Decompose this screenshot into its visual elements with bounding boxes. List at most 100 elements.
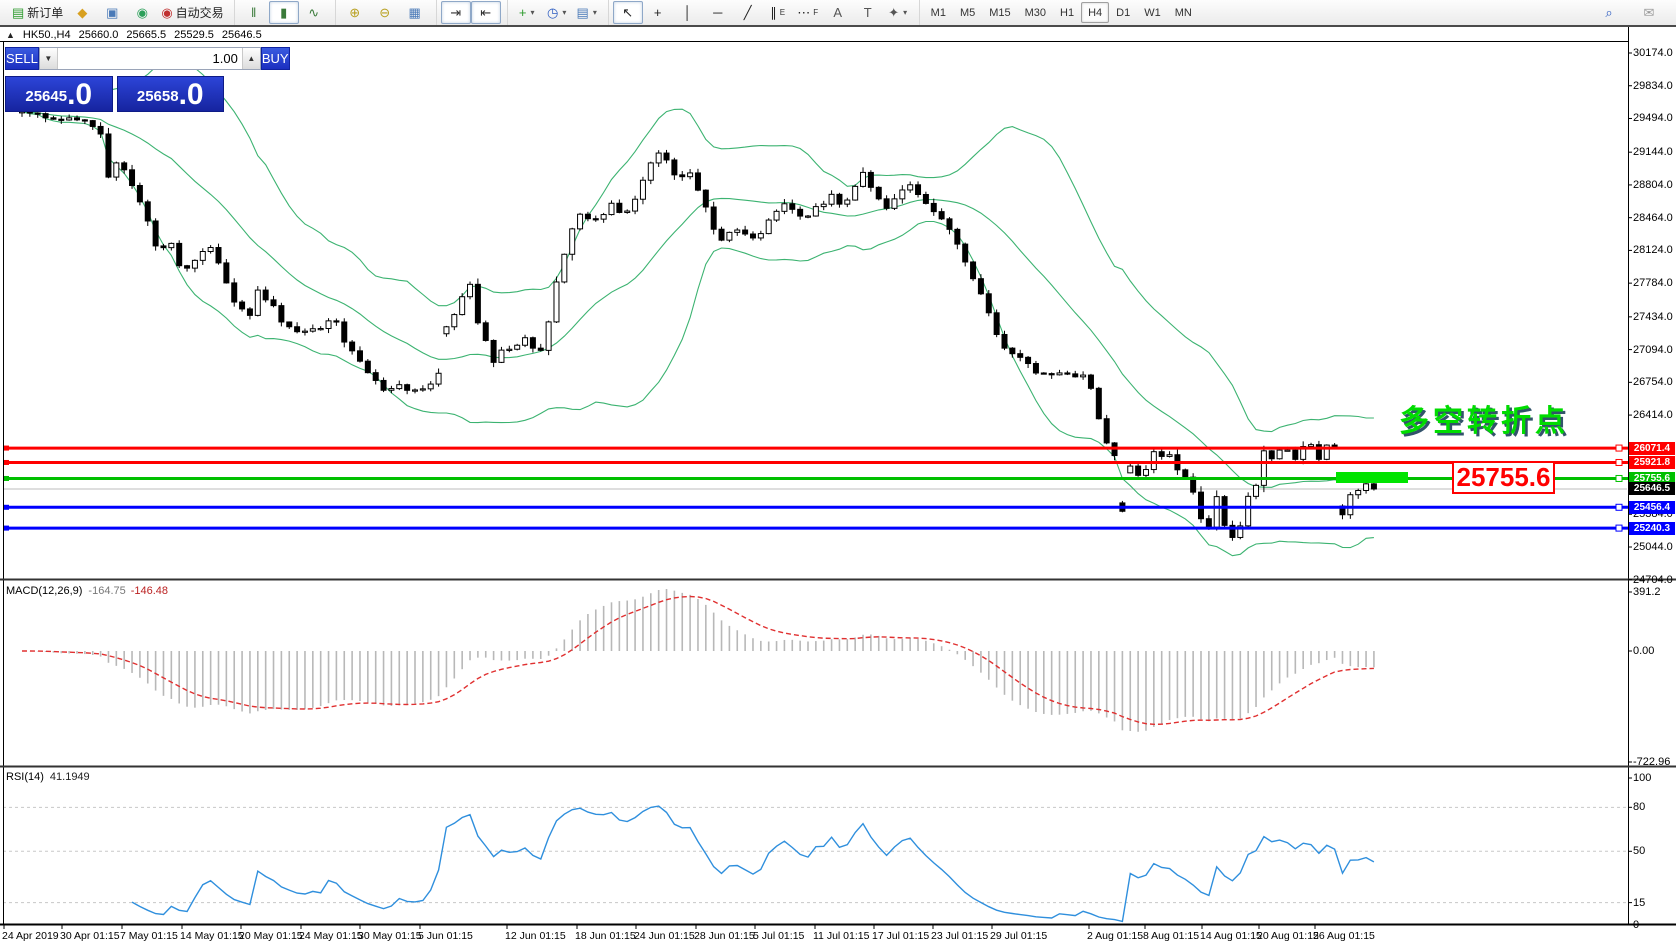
hline-price-tag: 25240.3 bbox=[1629, 521, 1675, 535]
hline-left-anchor[interactable] bbox=[4, 445, 9, 451]
bull-candle bbox=[561, 253, 568, 283]
hline-left-anchor[interactable] bbox=[4, 525, 9, 531]
templates-button[interactable]: ▤ ▾ bbox=[572, 1, 602, 24]
timeframe-w1[interactable]: W1 bbox=[1144, 6, 1161, 19]
bear-candle bbox=[1229, 524, 1236, 538]
chat-icon: ✉ bbox=[1643, 5, 1655, 20]
hline-right-anchor[interactable] bbox=[1615, 458, 1623, 466]
bear-candle bbox=[50, 117, 57, 120]
signals-button[interactable]: ◉ bbox=[127, 1, 157, 24]
hline-right-anchor[interactable] bbox=[1615, 444, 1623, 452]
price-axis-label: 29494.0 bbox=[1633, 112, 1673, 125]
bull-candle bbox=[600, 214, 607, 220]
bear-candle bbox=[349, 341, 356, 352]
bar-chart-button[interactable]: ‖ bbox=[239, 1, 269, 24]
bear-candle bbox=[883, 198, 890, 209]
fibonacci-button[interactable]: ⋯ F bbox=[793, 1, 823, 24]
hline-left-anchor[interactable] bbox=[4, 504, 9, 510]
text-button[interactable]: A bbox=[823, 1, 853, 24]
collapse-chart-icon[interactable]: ▲ bbox=[6, 30, 15, 40]
hline-left-anchor[interactable] bbox=[4, 459, 9, 465]
hline-right-anchor[interactable] bbox=[1615, 524, 1623, 532]
tile-windows-button[interactable]: ▦ bbox=[400, 1, 430, 24]
hline-right-anchor[interactable] bbox=[1615, 503, 1623, 511]
bull-candle bbox=[907, 184, 914, 191]
timeframe-m5[interactable]: M5 bbox=[959, 6, 976, 19]
periods-button[interactable]: ◷ ▾ bbox=[542, 1, 572, 24]
time-axis-label: 8 Aug 01:15 bbox=[1143, 930, 1200, 942]
timeframe-h1[interactable]: H1 bbox=[1060, 6, 1075, 19]
candlestick-button[interactable]: ▮ bbox=[268, 1, 299, 24]
hline-left-anchor[interactable] bbox=[4, 475, 9, 481]
timeframe-m15[interactable]: M15 bbox=[989, 6, 1011, 19]
bear-candle bbox=[1072, 373, 1079, 378]
highlight-rectangle[interactable] bbox=[1336, 472, 1408, 483]
spin-down-icon: ▼ bbox=[44, 54, 53, 63]
cursor-button[interactable]: ↖ bbox=[612, 1, 643, 24]
dropdown-caret-icon[interactable]: ▾ bbox=[903, 7, 908, 17]
turning-point-annotation[interactable]: 多空转折点 bbox=[1399, 405, 1569, 438]
dropdown-caret-icon[interactable]: ▾ bbox=[592, 7, 597, 17]
arrows-button[interactable]: ✦ ▾ bbox=[883, 1, 913, 24]
dropdown-caret-icon[interactable]: ▾ bbox=[562, 7, 567, 17]
crosshair-button[interactable]: + bbox=[643, 1, 673, 24]
timeframe-m30[interactable]: M30 bbox=[1024, 6, 1047, 19]
bear-candle bbox=[1205, 518, 1212, 528]
zoom-in-button[interactable]: ⊕ bbox=[340, 1, 370, 24]
timeframe-d1[interactable]: D1 bbox=[1116, 6, 1131, 19]
bear-candle bbox=[592, 218, 599, 221]
clock-icon: ◷ bbox=[546, 5, 559, 20]
bear-candle bbox=[1032, 363, 1039, 374]
auto-scroll-button[interactable]: ⇥ bbox=[440, 1, 471, 24]
autotrading-button[interactable]: ◉ 自动交易 bbox=[157, 1, 227, 24]
dropdown-caret-icon[interactable]: ▾ bbox=[530, 7, 535, 17]
chart-profile-button[interactable]: ◆ bbox=[67, 1, 97, 24]
new-order-button[interactable]: ▤ 新订单 bbox=[8, 1, 67, 24]
bull-candle bbox=[168, 242, 175, 249]
channel-button[interactable]: ∥ E bbox=[763, 1, 793, 24]
bear-candle bbox=[1103, 418, 1110, 444]
buy-price-big-digit: .0 bbox=[178, 78, 204, 111]
bull-candle bbox=[1355, 489, 1362, 496]
sell-price-button[interactable]: 25645 .0 bbox=[5, 76, 113, 112]
timeframe-h4[interactable]: H4 bbox=[1081, 2, 1110, 23]
new-chart-button[interactable]: ▣ bbox=[97, 1, 127, 24]
price-callout-box[interactable]: 25755.6 bbox=[1452, 461, 1555, 494]
trendline-button[interactable]: ╱ bbox=[733, 1, 763, 24]
spin-up-icon: ▲ bbox=[247, 54, 256, 63]
bull-candle bbox=[199, 251, 206, 261]
zoom-in-icon: ⊕ bbox=[349, 5, 361, 20]
candlestick-icon: ▮ bbox=[280, 5, 288, 20]
toolbar-group-timeframes: M1 M5 M15 M30 H1 H4 D1 W1 MN bbox=[918, 0, 1203, 25]
bear-candle bbox=[1158, 451, 1165, 457]
time-axis-label: 28 Jun 01:15 bbox=[694, 930, 755, 942]
horizontal-line-icon: ─ bbox=[713, 5, 723, 20]
bull-candle bbox=[506, 348, 513, 351]
timeframe-m1[interactable]: M1 bbox=[930, 6, 946, 19]
text-label-icon: T bbox=[863, 5, 872, 20]
search-button[interactable]: ⌕ bbox=[1594, 1, 1624, 24]
bull-candle bbox=[435, 372, 442, 385]
vline-button[interactable]: │ bbox=[673, 1, 703, 24]
bull-candle bbox=[655, 152, 662, 164]
line-chart-button[interactable]: ∿ bbox=[299, 1, 329, 24]
volume-input[interactable] bbox=[57, 48, 242, 69]
sell-button[interactable]: SELL bbox=[5, 47, 39, 70]
zoom-out-button[interactable]: ⊖ bbox=[370, 1, 400, 24]
indicators-button[interactable]: + ▾ bbox=[512, 1, 542, 24]
chart-shift-button[interactable]: ⇤ bbox=[470, 1, 501, 24]
hline-right-anchor[interactable] bbox=[1615, 474, 1623, 482]
bear-candle bbox=[42, 113, 49, 119]
bear-candle bbox=[875, 186, 882, 200]
label-button[interactable]: T bbox=[853, 1, 883, 24]
volume-increase-button[interactable]: ▲ bbox=[241, 48, 260, 69]
bear-candle bbox=[671, 159, 678, 176]
hline-button[interactable]: ─ bbox=[703, 1, 733, 24]
volume-decrease-button[interactable]: ▼ bbox=[39, 48, 58, 69]
buy-button[interactable]: BUY bbox=[260, 47, 290, 70]
macd-signal-value: -146.48 bbox=[130, 585, 169, 597]
buy-price-button[interactable]: 25658 .0 bbox=[116, 76, 224, 112]
timeframe-mn[interactable]: MN bbox=[1174, 6, 1192, 19]
chat-button[interactable]: ✉ bbox=[1634, 1, 1664, 24]
chart-open-value: 25660.0 bbox=[78, 29, 119, 41]
